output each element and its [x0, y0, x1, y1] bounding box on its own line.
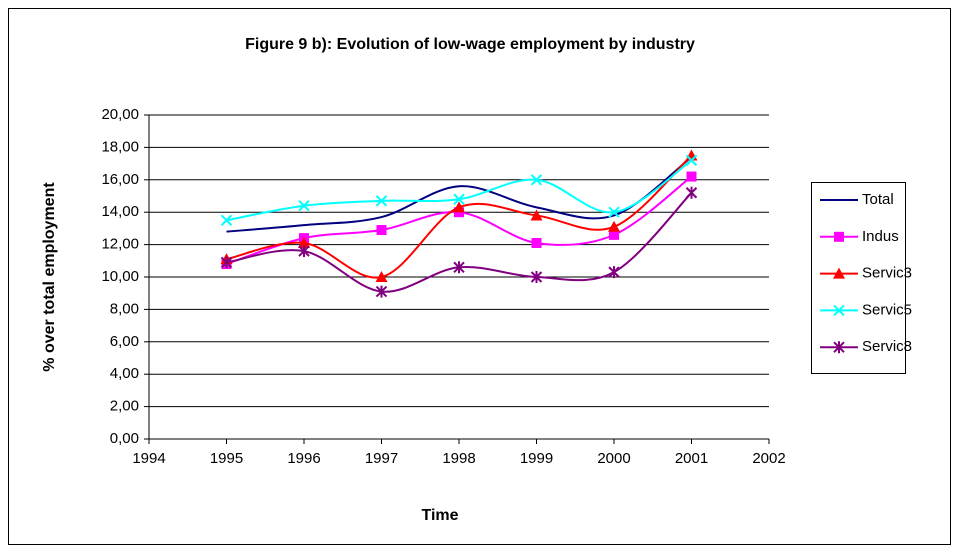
marker [453, 261, 465, 274]
marker [530, 209, 543, 221]
x-axis-label: Time [421, 507, 458, 524]
x-tick-label: 1998 [442, 450, 475, 467]
marker [453, 193, 465, 205]
marker [530, 174, 543, 186]
marker [453, 201, 465, 213]
x-tick-label: 2002 [752, 450, 785, 467]
marker [298, 236, 310, 248]
marker [685, 154, 698, 167]
marker [608, 266, 620, 279]
x-tick-label: 2001 [675, 450, 708, 467]
y-tick-label: 6,00 [110, 333, 139, 350]
y-tick-label: 20,00 [101, 106, 139, 123]
x-tick-label: 1999 [520, 450, 553, 467]
marker [833, 304, 845, 317]
legend-label: Servic8 [862, 338, 912, 355]
legend-label: Indus [862, 228, 899, 245]
marker [531, 237, 542, 248]
x-tick-label: 2000 [597, 450, 630, 467]
marker [298, 200, 310, 212]
marker [530, 271, 543, 283]
marker [834, 231, 844, 242]
y-tick-label: 14,00 [101, 203, 139, 220]
marker [220, 256, 233, 269]
marker [375, 195, 388, 207]
y-tick-label: 18,00 [101, 138, 139, 155]
y-tick-label: 8,00 [110, 300, 139, 317]
y-tick-label: 10,00 [101, 268, 139, 285]
legend-label: Total [862, 191, 894, 208]
x-tick-label: 1994 [132, 450, 165, 467]
y-tick-label: 16,00 [101, 171, 139, 188]
x-tick-label: 1996 [287, 450, 320, 467]
legend-box [811, 182, 906, 374]
marker [609, 229, 619, 240]
marker [375, 285, 388, 298]
legend-label: Servic3 [862, 265, 912, 282]
x-tick-label: 1997 [365, 450, 398, 467]
marker [833, 267, 845, 279]
x-tick-label: 1995 [210, 450, 243, 467]
marker [608, 220, 620, 232]
marker [375, 271, 388, 282]
series-line [226, 156, 693, 233]
marker [298, 245, 310, 258]
y-tick-label: 0,00 [110, 430, 139, 447]
y-axis-label: % over total employment [41, 182, 58, 372]
y-tick-label: 12,00 [101, 236, 139, 253]
marker [608, 206, 620, 218]
marker [220, 214, 233, 227]
marker [833, 341, 845, 354]
legend-label: Servic5 [862, 301, 912, 318]
marker [376, 225, 387, 236]
chart-title: Figure 9 b): Evolution of low-wage emplo… [245, 36, 695, 53]
y-tick-label: 2,00 [110, 398, 139, 415]
marker [685, 186, 698, 199]
marker [686, 171, 697, 182]
y-tick-label: 4,00 [110, 365, 139, 382]
